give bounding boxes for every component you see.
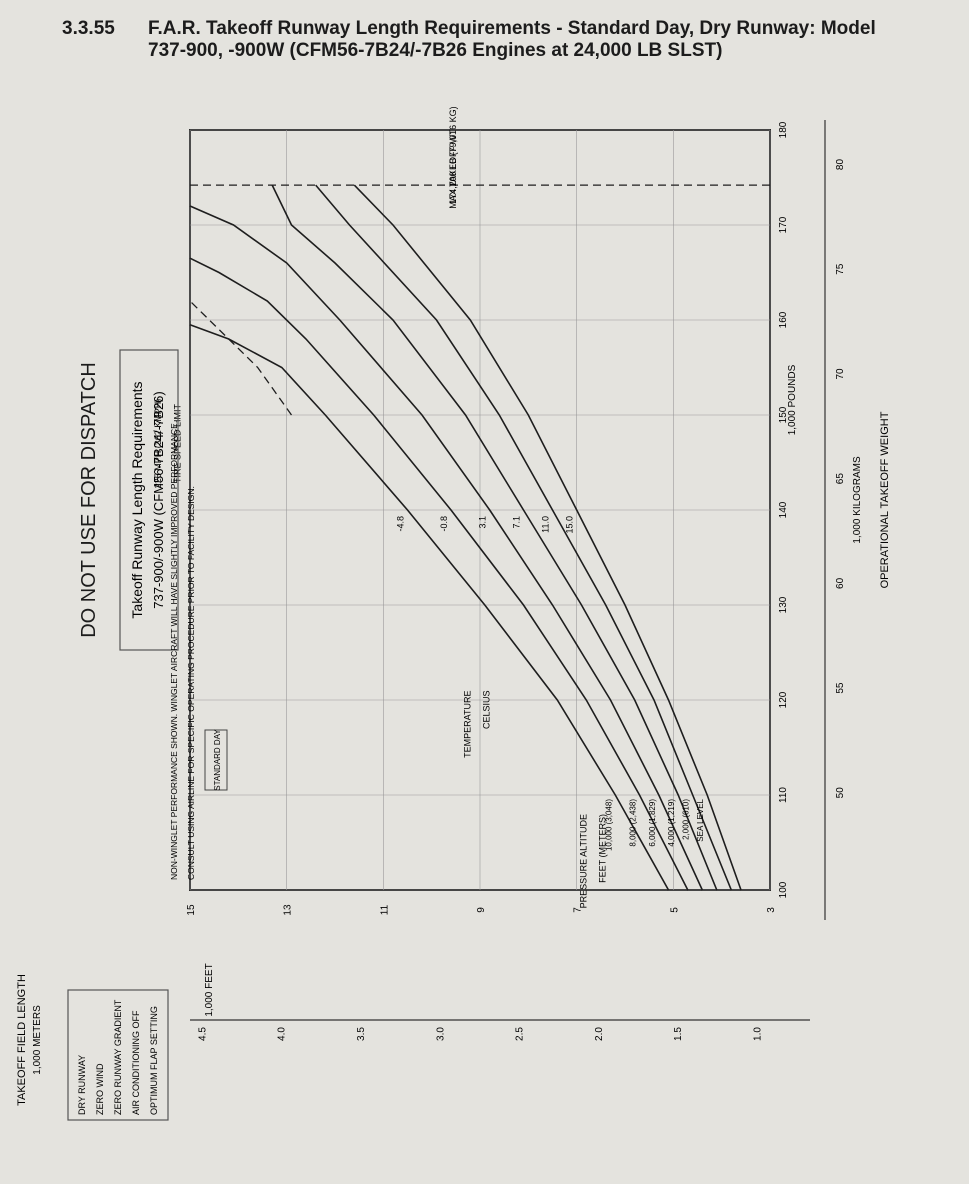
- y-tick-label: 11: [379, 904, 390, 915]
- kilograms-tick-label: 50: [835, 787, 846, 799]
- curve-5: [189, 257, 689, 891]
- altitude-label: 6,000 (1,829): [648, 799, 657, 847]
- temperature-label: 7.1: [512, 516, 522, 529]
- altitude-label: 8,000 (2,438): [629, 799, 638, 847]
- curve-4: [189, 205, 704, 891]
- meters-tick-label: 1.0: [752, 1027, 763, 1041]
- dispatch-banner: DO NOT USE FOR DISPATCH: [78, 362, 100, 638]
- standard-day-label: STANDARD DAY: [213, 729, 222, 791]
- kilograms-tick-label: 60: [835, 577, 846, 589]
- y-tick-label: 13: [283, 904, 294, 916]
- curve-1: [353, 184, 742, 891]
- temperature-header-2: CELSIUS: [482, 691, 492, 730]
- temperature-header-1: TEMPERATURE: [462, 691, 472, 758]
- chart-labels: 100 110 120 130 140 150 160 170 180 3 5 7 9 11 13 15 1.0…: [153, 106, 846, 1041]
- curve-2: [315, 184, 733, 891]
- title-box: [119, 349, 179, 651]
- standard-day-box: [204, 729, 228, 791]
- kilograms-tick-label: 75: [835, 263, 846, 275]
- y-tick-label: 15: [186, 904, 197, 916]
- winglet-note-line1: NON-WINGLET PERFORMANCE SHOWN. WINGLET A…: [169, 421, 179, 880]
- tire-speed-line1: 225 MPH (362 KMPH): [153, 399, 163, 489]
- y-tick-label: 3: [766, 907, 777, 913]
- x-axis-title: OPERATIONAL TAKEOFF WEIGHT: [879, 411, 891, 588]
- x-unit-secondary: 1,000 KILOGRAMS: [852, 456, 863, 544]
- y-axis-title: TAKEOFF FIELD LENGTH: [16, 974, 28, 1106]
- temperature-label: 15.0: [565, 516, 575, 534]
- altitude-label: SEA LEVEL: [696, 798, 705, 841]
- y-tick-label: 5: [669, 907, 680, 913]
- meters-tick-label: 4.5: [197, 1027, 208, 1041]
- conditions-box: [67, 989, 169, 1121]
- x-tick-label: 130: [778, 596, 789, 613]
- altitude-header-2: FEET (METERS): [598, 814, 608, 883]
- kilograms-tick-label: 65: [835, 473, 846, 485]
- temperature-label: 3.1: [478, 516, 488, 529]
- x-unit-primary: 1,000 POUNDS: [787, 364, 798, 435]
- max-takeoff-value: 174,200 LB (79,016 KG): [448, 106, 458, 204]
- condition-4: AIR CONDITIONING OFF: [131, 1010, 141, 1115]
- temperature-label: 11.0: [541, 516, 551, 533]
- temperature-label: -0.8: [439, 516, 449, 532]
- tire-speed-limit-line: [189, 300, 293, 416]
- meters-tick-label: 4.0: [277, 1027, 288, 1041]
- kilograms-tick-label: 70: [835, 368, 846, 380]
- kilograms-tick-label: 80: [835, 158, 846, 170]
- x-tick-label: 110: [778, 787, 789, 803]
- title-box-line1: Takeoff Runway Length Requirements: [129, 381, 145, 618]
- x-tick-label: 170: [778, 216, 789, 233]
- meters-tick-label: 3.5: [356, 1027, 367, 1041]
- x-tick-label: 120: [778, 691, 789, 708]
- condition-5: OPTIMUM FLAP SETTING: [149, 1006, 159, 1115]
- winglet-note-line2: CONSULT USING AIRLINE FOR SPECIFIC OPERA…: [186, 486, 196, 880]
- x-tick-label: 180: [778, 121, 789, 138]
- page-title: F.A.R. Takeoff Runway Length Requirement…: [148, 18, 876, 61]
- curve-3: [271, 184, 718, 891]
- altitude-label: 2,000 (610): [682, 799, 691, 840]
- altitude-label: 10,000 (3,048): [604, 799, 613, 851]
- kilograms-tick-label: 55: [835, 682, 846, 694]
- x-tick-label: 100: [778, 881, 789, 898]
- chart-marks: [189, 184, 770, 891]
- condition-1: DRY RUNWAY: [77, 1055, 87, 1115]
- condition-3: ZERO RUNWAY GRADIENT: [113, 999, 123, 1115]
- y-unit-primary: 1,000 FEET: [204, 963, 215, 1016]
- max-takeoff-label: MAX TAKEOFF WT: [448, 129, 458, 209]
- altitude-label: 4,000 (1,219): [667, 799, 676, 847]
- x-tick-label: 160: [778, 311, 789, 328]
- x-tick-label: 140: [778, 501, 789, 518]
- plot-grid: [189, 129, 771, 891]
- meters-tick-label: 2.0: [594, 1027, 605, 1041]
- y-unit-secondary: 1,000 METERS: [32, 1005, 43, 1075]
- meters-tick-label: 2.5: [515, 1027, 526, 1041]
- curve-6: [189, 323, 670, 891]
- y-tick-label: 7: [573, 907, 584, 913]
- meters-tick-label: 1.5: [673, 1027, 684, 1041]
- title-box-line2: 737-900/-900W (CFM56-7B24/-7B26): [151, 391, 166, 609]
- temperature-label: -4.8: [396, 516, 406, 532]
- meters-tick-label: 3.0: [435, 1027, 446, 1041]
- condition-2: ZERO WIND: [95, 1063, 105, 1115]
- tire-speed-line2: TIRE SPEED LIMIT: [172, 403, 182, 483]
- y-tick-label: 9: [476, 907, 487, 913]
- altitude-header-1: PRESSURE ALTITUDE: [578, 814, 588, 908]
- section-number: 3.3.55: [62, 18, 115, 39]
- x-tick-label: 150: [778, 406, 789, 423]
